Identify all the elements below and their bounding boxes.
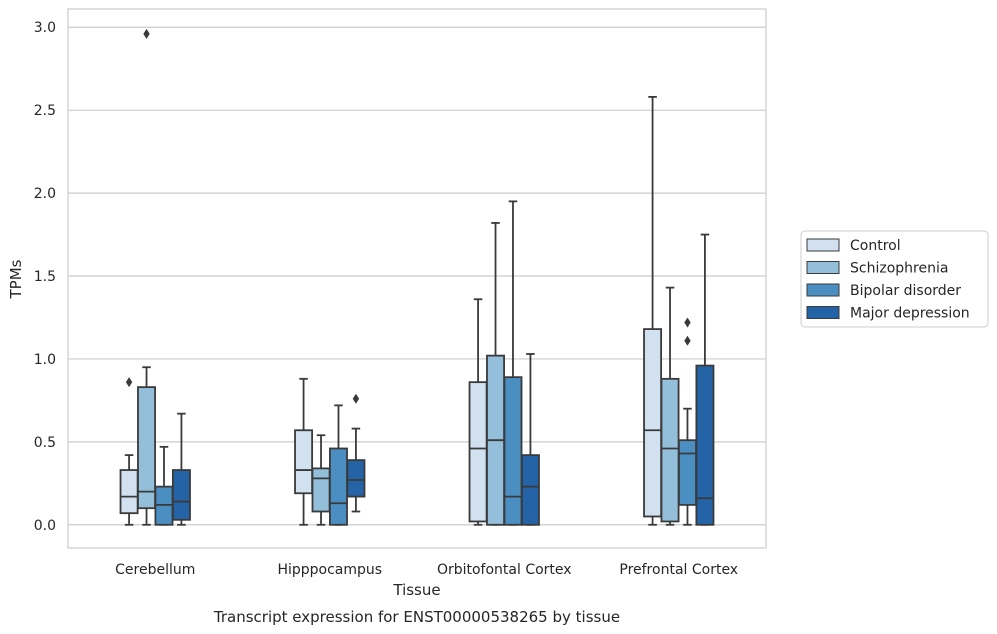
- outlier-point: [684, 335, 691, 346]
- box-iqr: [311, 467, 331, 513]
- box-control: [119, 377, 139, 526]
- x-tick-label: Orbitofontal Cortex: [437, 562, 572, 578]
- gridlines: [68, 26, 766, 526]
- box-iqr: [294, 429, 314, 495]
- legend-swatch: [806, 283, 840, 297]
- x-tick-label: Hipppocampus: [277, 562, 382, 578]
- box-schizophrenia: [486, 222, 505, 526]
- box-control: [468, 298, 488, 526]
- y-tick-label: 2.5: [34, 103, 56, 119]
- box-iqr: [119, 469, 139, 515]
- box-control: [643, 95, 663, 526]
- box-bipolar-disorder: [154, 445, 174, 526]
- y-tick-label: 2.0: [34, 186, 56, 202]
- box-schizophrenia: [137, 28, 156, 526]
- box-major-depression: [171, 412, 191, 526]
- box-iqr: [643, 328, 663, 518]
- box-iqr: [171, 469, 191, 521]
- box-control: [294, 377, 314, 526]
- x-tick-label: Cerebellum: [115, 562, 195, 578]
- box-iqr: [468, 381, 488, 523]
- y-tick-label: 0.0: [34, 518, 56, 534]
- box-iqr: [660, 377, 680, 523]
- legend-swatch: [806, 306, 840, 319]
- box-iqr: [503, 376, 523, 526]
- outlier-point: [352, 393, 360, 404]
- plot-frame: [67, 8, 767, 549]
- y-tick-labels: 0.0 0.5 1.0 1.5 2.0 2.5 3.0: [34, 20, 56, 534]
- box-bipolar-disorder: [503, 200, 523, 526]
- y-tick-label: 1.5: [34, 269, 56, 285]
- y-tick-label: 1.0: [34, 352, 56, 368]
- x-tick-label: Prefrontal Cortex: [619, 562, 738, 578]
- y-axis-label: TPMs: [7, 259, 25, 299]
- outlier-point: [125, 377, 133, 388]
- y-tick-label: 3.0: [34, 20, 56, 36]
- box-bipolar-disorder: [678, 317, 697, 526]
- outlier-point: [143, 28, 150, 39]
- box-schizophrenia: [311, 434, 331, 526]
- box-iqr: [678, 439, 697, 506]
- legend-entry: Bipolar disorder: [850, 283, 961, 299]
- box-major-depression: [695, 233, 715, 526]
- box-major-depression: [346, 393, 366, 513]
- box-schizophrenia: [660, 286, 680, 526]
- box-major-depression: [520, 353, 540, 526]
- chart-caption: Transcript expression for ENST0000053826…: [213, 608, 620, 626]
- x-axis-label: Tissue: [392, 581, 440, 599]
- y-tick-label: 0.5: [34, 435, 56, 451]
- box-iqr: [520, 454, 540, 526]
- box-series-group: [119, 28, 715, 526]
- x-tick-labels: Cerebellum Hipppocampus Orbitofontal Corte…: [115, 562, 738, 578]
- legend-entry: Major depression: [850, 306, 970, 322]
- legend: Control Schizophrenia Bipolar disorder Majo…: [800, 230, 989, 328]
- box-iqr: [137, 386, 156, 510]
- legend-swatch: [806, 261, 840, 274]
- legend-frame: [800, 230, 989, 328]
- box-iqr: [346, 459, 366, 498]
- box-iqr: [329, 447, 348, 526]
- box-iqr: [695, 364, 715, 526]
- legend-entry: Control: [850, 238, 901, 254]
- legend-swatch: [806, 238, 840, 252]
- outlier-point: [684, 317, 691, 328]
- box-bipolar-disorder: [329, 404, 348, 526]
- legend-entry: Schizophrenia: [850, 261, 948, 277]
